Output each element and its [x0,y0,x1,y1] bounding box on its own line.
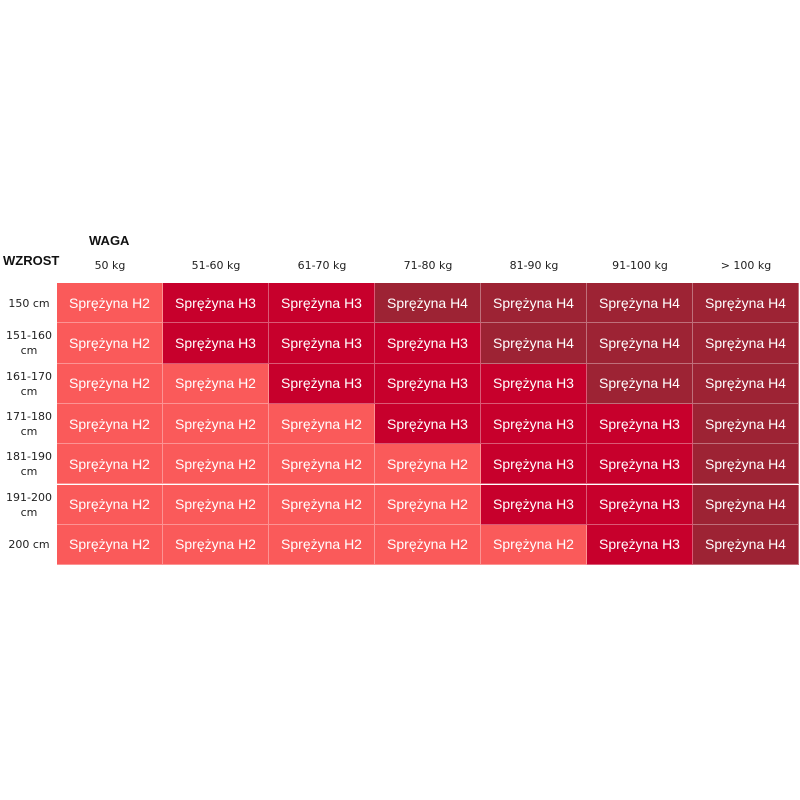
cell: Sprężyna H3 [587,403,693,445]
cell: Sprężyna H2 [269,484,375,525]
cell: Sprężyna H3 [587,524,693,566]
cell: Sprężyna H2 [375,524,481,566]
column-label: 61-70 kg [297,259,347,272]
cell: Sprężyna H4 [693,283,799,324]
cell: Sprężyna H3 [481,444,587,485]
cell: Sprężyna H3 [163,283,269,324]
column-label: 91-100 kg [612,259,668,272]
cell: Sprężyna H3 [481,403,587,445]
cell: Sprężyna H3 [587,484,693,525]
cell: Sprężyna H3 [587,444,693,485]
cell: Sprężyna H4 [693,363,799,404]
row-label: 200 cm [8,538,50,552]
cell: Sprężyna H2 [269,403,375,445]
column-label: 50 kg [94,259,126,272]
row-label: 151-160 cm [6,329,52,358]
row-label: 181-190 cm [6,450,52,479]
cell: Sprężyna H2 [269,524,375,566]
cell: Sprężyna H2 [163,484,269,525]
cell: Sprężyna H4 [693,484,799,525]
cell: Sprężyna H4 [481,323,587,364]
cell: Sprężyna H2 [57,283,163,324]
cell: Sprężyna H3 [481,484,587,525]
cell: Sprężyna H2 [57,444,163,485]
cell: Sprężyna H2 [375,444,481,485]
column-label: 51-60 kg [191,259,241,272]
cell: Sprężyna H4 [375,283,481,324]
cell: Sprężyna H2 [481,524,587,566]
cell: Sprężyna H3 [375,403,481,445]
cell: Sprężyna H2 [163,524,269,566]
cell: Sprężyna H3 [163,323,269,364]
cell: Sprężyna H4 [693,403,799,445]
cell: Sprężyna H3 [269,283,375,324]
cell: Sprężyna H2 [269,444,375,485]
row-label: 161-170 cm [6,369,52,398]
column-label: 81-90 kg [509,259,559,272]
cell: Sprężyna H2 [57,524,163,566]
cell: Sprężyna H2 [375,484,481,525]
cell: Sprężyna H2 [57,484,163,525]
cell: Sprężyna H2 [57,363,163,404]
cell: Sprężyna H2 [57,403,163,445]
cell: Sprężyna H4 [587,323,693,364]
row-label: 150 cm [8,296,50,310]
cell: Sprężyna H3 [375,323,481,364]
cell: Sprężyna H3 [269,323,375,364]
cell: Sprężyna H3 [375,363,481,404]
row-label: 191-200 cm [6,490,52,519]
cell: Sprężyna H2 [163,363,269,404]
cell: Sprężyna H4 [481,283,587,324]
cell: Sprężyna H2 [57,323,163,364]
cell: Sprężyna H4 [587,283,693,324]
cell: Sprężyna H3 [269,363,375,404]
row-label: 171-180 cm [6,410,52,439]
column-label: 71-80 kg [403,259,453,272]
weight-label: WAGA [89,233,130,248]
height-label: WZROST [3,253,60,268]
cell: Sprężyna H2 [163,403,269,445]
column-label: > 100 kg [720,259,772,272]
cell: Sprężyna H4 [587,363,693,404]
cell: Sprężyna H2 [163,444,269,485]
cell: Sprężyna H4 [693,323,799,364]
cell: Sprężyna H4 [693,444,799,485]
cell: Sprężyna H3 [481,363,587,404]
cell: Sprężyna H4 [693,524,799,566]
